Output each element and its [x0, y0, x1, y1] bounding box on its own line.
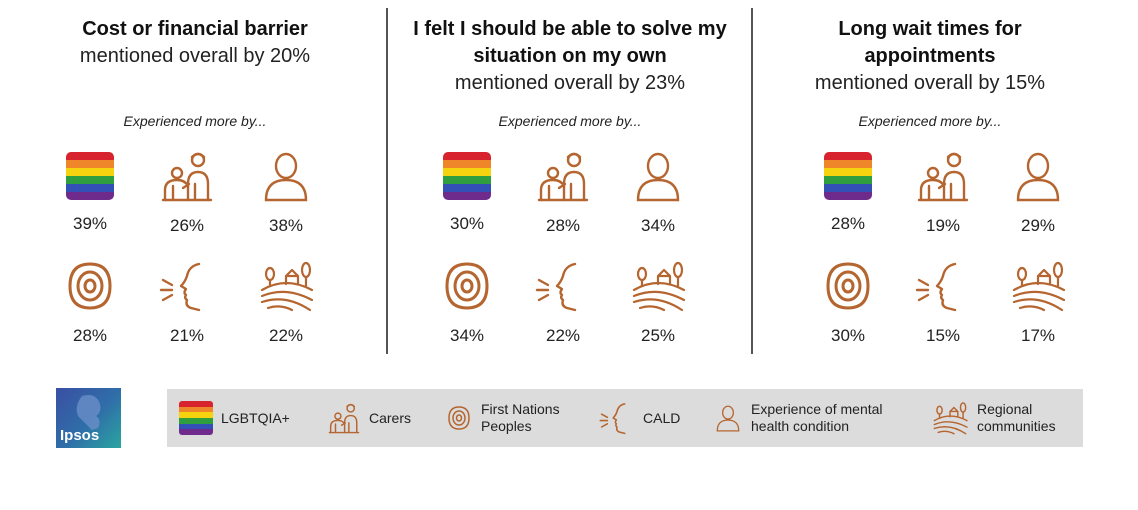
legend-label: LGBTQIA+ [221, 409, 290, 426]
stat-value: 19% [925, 216, 961, 235]
stat-regional: 25% [618, 260, 698, 346]
column-subtitle: mentioned overall by 23% [454, 72, 686, 94]
stat-value: 17% [1020, 326, 1056, 345]
rainbow-flag-icon [66, 152, 114, 200]
stat-value: 34% [640, 216, 676, 235]
person-icon [630, 150, 686, 202]
stat-mental-health: 38% [246, 150, 326, 236]
carers-icon [535, 150, 591, 202]
stat-value: 30% [449, 214, 485, 233]
barrier-column-3: Long wait times for appointments mention… [765, 16, 1095, 346]
rainbow-flag-icon [443, 152, 491, 200]
stat-carers: 19% [903, 150, 983, 236]
stat-regional: 17% [998, 260, 1078, 346]
stat-value: 30% [830, 326, 866, 345]
legend-item-lgbtqia: LGBTQIA+ [179, 389, 290, 447]
stat-first-nations: 30% [808, 260, 888, 346]
farmland-icon [258, 260, 314, 312]
experienced-label: Experienced more by... [858, 113, 1002, 129]
stat-value: 25% [640, 326, 676, 345]
column-title: Cost or financial barrier [82, 18, 308, 40]
concentric-rings-icon [445, 404, 473, 432]
stat-cald: 21% [147, 260, 227, 346]
barrier-column-1: Cost or financial barrier mentioned over… [20, 16, 370, 346]
stat-carers: 28% [523, 150, 603, 236]
stat-mental-health: 34% [618, 150, 698, 236]
barrier-column-2: I felt I should be able to solve my situ… [400, 16, 740, 346]
concentric-rings-icon [62, 260, 118, 312]
concentric-rings-icon [820, 260, 876, 312]
legend-item-carers: Carers [327, 389, 411, 447]
stat-value: 26% [169, 216, 205, 235]
legend-label: Regional communities [977, 401, 1056, 434]
farmland-icon [931, 401, 969, 435]
legend-label: Experience of mental health condition [751, 401, 883, 434]
legend-item-cald: CALD [599, 389, 680, 447]
column-divider [751, 8, 753, 354]
person-icon [713, 402, 743, 434]
stat-cald: 22% [523, 260, 603, 346]
legend-label: CALD [643, 409, 681, 426]
legend-label: First Nations Peoples [481, 401, 560, 434]
legend-label: Carers [369, 409, 412, 426]
speaking-face-icon [599, 401, 635, 435]
stat-value: 29% [1020, 216, 1056, 235]
logo-silhouette-icon [76, 395, 101, 430]
stat-first-nations: 34% [427, 260, 507, 346]
stat-value: 28% [545, 216, 581, 235]
legend-item-regional: Regional communities [931, 389, 1056, 447]
stat-first-nations: 28% [50, 260, 130, 346]
stat-value: 22% [545, 326, 581, 345]
experienced-label: Experienced more by... [123, 113, 267, 129]
person-icon [258, 150, 314, 202]
stat-value: 28% [72, 326, 108, 345]
stat-lgbtqia: 30% [427, 150, 507, 234]
speaking-face-icon [915, 260, 971, 312]
stat-cald: 15% [903, 260, 983, 346]
legend: LGBTQIA+ Carers First Nations Peoples CA… [167, 389, 1083, 447]
rainbow-flag-icon [179, 401, 213, 435]
column-subtitle: mentioned overall by 20% [79, 45, 311, 67]
carers-icon [327, 402, 361, 434]
logo-text: Ipsos [60, 427, 100, 444]
stat-value: 39% [72, 214, 108, 233]
stat-value: 21% [169, 326, 205, 345]
stat-value: 38% [268, 216, 304, 235]
column-title: Long wait times for appointments [838, 18, 1022, 67]
column-title: I felt I should be able to solve my situ… [413, 18, 727, 67]
ipsos-logo: Ipsos [56, 388, 121, 448]
legend-item-mental-health: Experience of mental health condition [713, 389, 883, 447]
carers-icon [915, 150, 971, 202]
legend-item-first-nations: First Nations Peoples [445, 389, 560, 447]
stat-carers: 26% [147, 150, 227, 236]
concentric-rings-icon [439, 260, 495, 312]
stat-lgbtqia: 28% [808, 150, 888, 234]
carers-icon [159, 150, 215, 202]
stat-value: 28% [830, 214, 866, 233]
stat-lgbtqia: 39% [50, 150, 130, 234]
stat-value: 15% [925, 326, 961, 345]
rainbow-flag-icon [824, 152, 872, 200]
column-divider [386, 8, 388, 354]
stat-regional: 22% [246, 260, 326, 346]
farmland-icon [630, 260, 686, 312]
speaking-face-icon [159, 260, 215, 312]
column-subtitle: mentioned overall by 15% [814, 72, 1046, 94]
speaking-face-icon [535, 260, 591, 312]
stat-mental-health: 29% [998, 150, 1078, 236]
farmland-icon [1010, 260, 1066, 312]
stat-value: 34% [449, 326, 485, 345]
experienced-label: Experienced more by... [498, 113, 642, 129]
person-icon [1010, 150, 1066, 202]
stat-value: 22% [268, 326, 304, 345]
